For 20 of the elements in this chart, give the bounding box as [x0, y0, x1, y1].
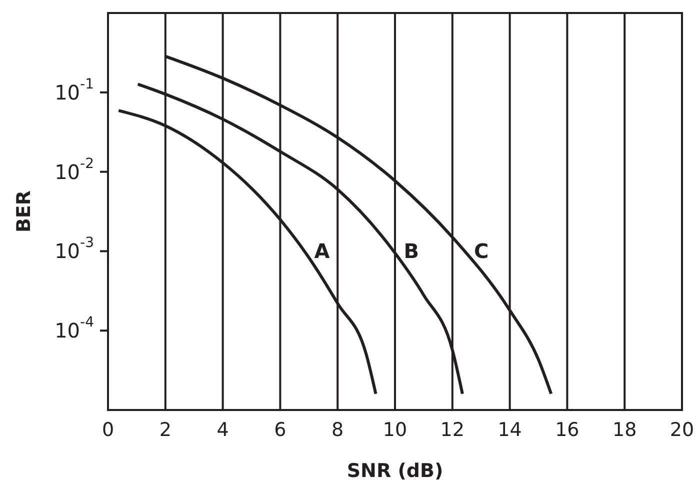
- x-tick-label: 18: [612, 419, 637, 441]
- x-tick-label: 12: [440, 419, 464, 441]
- y-tick-label: 10$^{-3}$: [54, 235, 94, 264]
- x-tick-label: 16: [555, 419, 580, 441]
- series-label: B: [404, 239, 420, 264]
- x-tick-label: 10: [382, 419, 408, 441]
- y-axis-title: BER: [13, 190, 35, 233]
- series-label: A: [314, 239, 330, 264]
- x-tick-label: 14: [498, 419, 522, 441]
- y-tick-label: 10$^{-1}$: [54, 76, 94, 104]
- x-tick-label: 6: [274, 419, 286, 441]
- x-tick-label: 8: [332, 419, 344, 441]
- x-tick-label: 0: [102, 419, 114, 441]
- x-tick-label: 4: [216, 419, 229, 441]
- x-axis-title: SNR (dB): [346, 460, 444, 482]
- series-label: C: [474, 239, 489, 264]
- x-tick-label: 2: [159, 419, 172, 441]
- y-tick-label: 10$^{-2}$: [54, 156, 94, 184]
- x-tick-label: 20: [670, 419, 694, 441]
- y-tick-label: 10$^{-4}$: [54, 314, 94, 343]
